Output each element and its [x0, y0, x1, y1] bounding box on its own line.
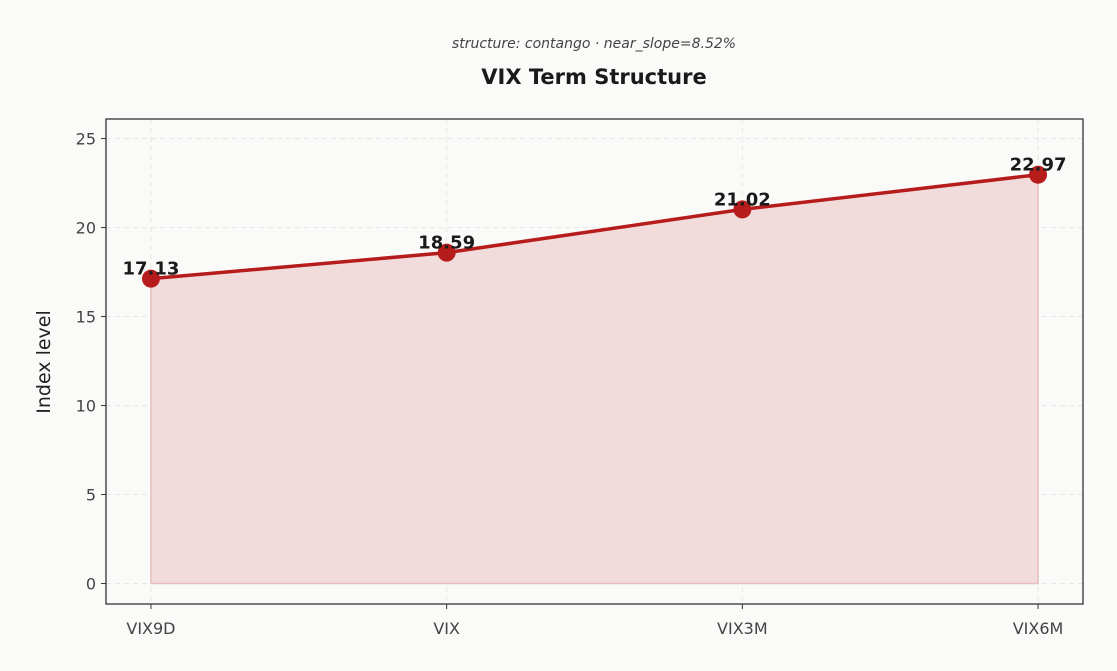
data-point	[733, 200, 752, 219]
y-tick-label: 25	[76, 130, 96, 149]
y-axis-label: Index level	[33, 310, 55, 414]
y-tick-label: 20	[76, 219, 96, 238]
data-label: 22.97	[1010, 155, 1067, 176]
x-tick-label: VIX9D	[126, 619, 175, 638]
area-layer	[150, 173, 1039, 585]
data-label: 18.59	[418, 233, 475, 254]
data-point	[437, 243, 456, 262]
chart-title: VIX Term Structure	[481, 65, 706, 89]
data-point	[141, 269, 160, 288]
x-tick-label: VIX	[433, 619, 460, 638]
y-tick-label: 10	[76, 397, 96, 416]
x-tick-label: VIX6M	[1013, 619, 1064, 638]
y-tick-label: 15	[76, 308, 96, 327]
data-label: 21.02	[714, 189, 771, 210]
area-fill	[150, 173, 1039, 585]
plot-frame	[105, 118, 1084, 605]
series-line	[150, 172, 1039, 281]
ticks-layer: 0 5 10 15 20 25 VIX9D VIX VIX3M VIX6M	[76, 130, 1064, 638]
marks-layer: 17.13 18.59 21.02 22.97	[122, 155, 1067, 288]
data-point	[1029, 165, 1048, 184]
y-tick-label: 0	[86, 575, 96, 594]
data-label: 17.13	[122, 259, 179, 280]
y-tick-label: 5	[86, 486, 96, 505]
chart-subtitle: structure: contango · near_slope=8.52%	[452, 36, 736, 52]
x-tick-label: VIX3M	[717, 619, 768, 638]
